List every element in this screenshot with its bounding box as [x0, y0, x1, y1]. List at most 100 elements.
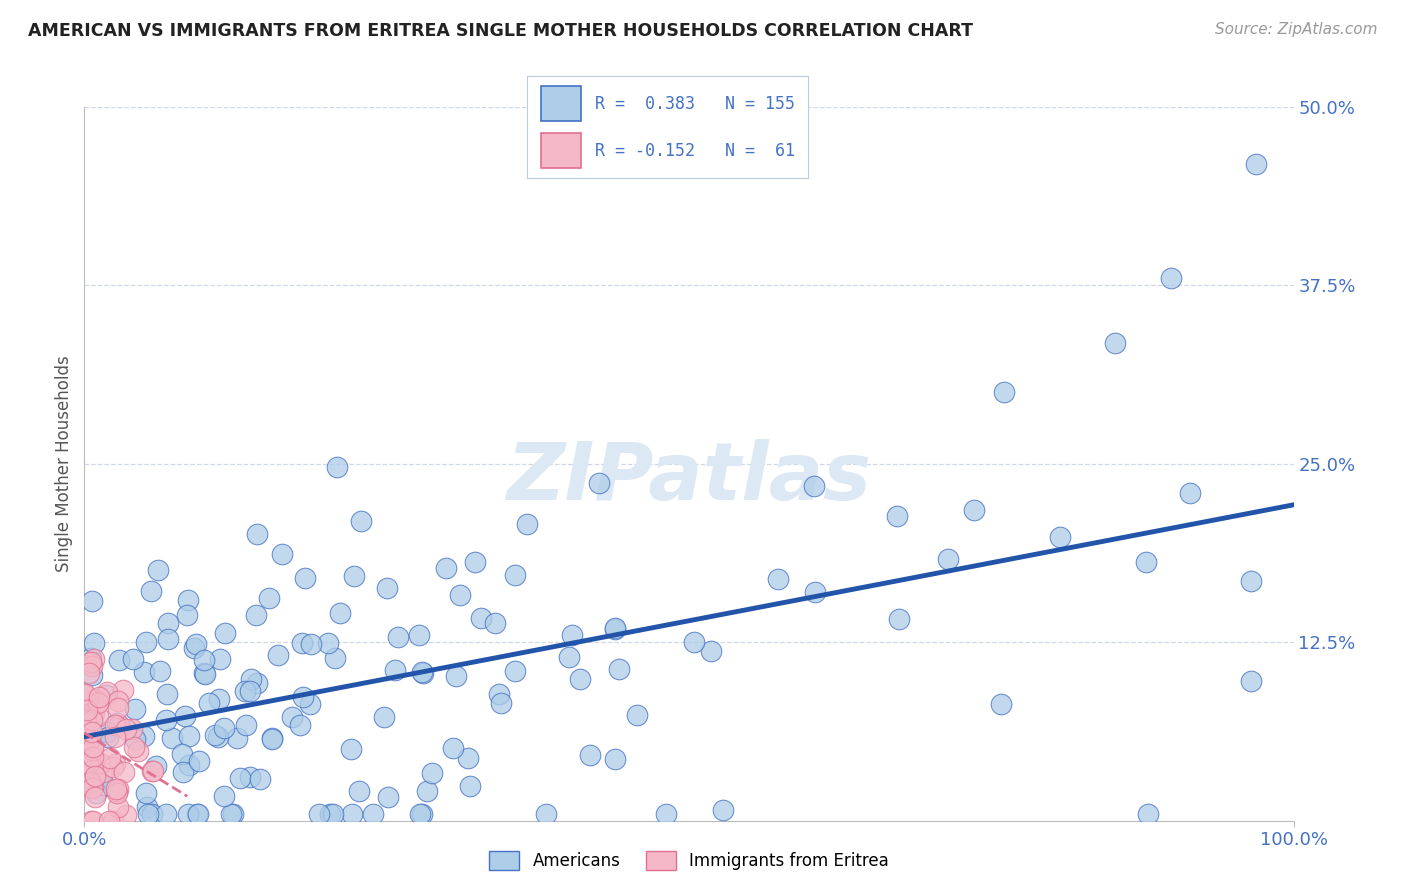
Point	[260, 731, 283, 745]
Point	[101, 814, 124, 828]
Point	[245, 607, 267, 622]
Point	[208, 691, 231, 706]
Point	[96, 685, 118, 699]
Point	[655, 806, 678, 821]
Point	[149, 665, 172, 679]
Point	[207, 730, 229, 744]
Point	[82, 750, 104, 764]
Point	[148, 563, 170, 577]
Point	[246, 676, 269, 690]
Point	[96, 725, 118, 739]
Point	[77, 692, 100, 706]
Point	[141, 806, 163, 821]
Point	[329, 606, 352, 620]
Point	[626, 707, 648, 722]
Point	[257, 591, 280, 605]
Point	[887, 612, 910, 626]
Point	[80, 725, 103, 739]
Point	[97, 730, 120, 744]
Point	[124, 732, 146, 747]
Point	[449, 588, 471, 602]
Point	[605, 621, 627, 635]
Text: ZIPatlas: ZIPatlas	[506, 439, 872, 517]
Point	[101, 760, 124, 774]
Point	[94, 688, 117, 702]
Point	[179, 758, 201, 772]
Point	[82, 814, 104, 828]
Point	[80, 814, 103, 828]
Point	[340, 806, 363, 821]
Point	[229, 771, 252, 785]
Point	[291, 636, 314, 650]
Point	[82, 743, 104, 757]
Point	[141, 584, 163, 599]
Point	[1104, 335, 1126, 350]
Point	[214, 625, 236, 640]
Point	[361, 806, 384, 821]
Point	[457, 751, 479, 765]
Point	[186, 806, 208, 821]
Point	[503, 665, 526, 679]
Text: R =  0.383   N = 155: R = 0.383 N = 155	[595, 95, 794, 112]
Point	[93, 778, 115, 792]
Point	[122, 740, 145, 755]
Point	[107, 782, 129, 797]
Point	[176, 592, 198, 607]
Point	[83, 652, 105, 666]
Point	[79, 775, 101, 789]
Point	[132, 729, 155, 743]
Point	[98, 814, 121, 828]
Point	[384, 664, 406, 678]
Text: Source: ZipAtlas.com: Source: ZipAtlas.com	[1215, 22, 1378, 37]
Point	[316, 636, 339, 650]
Point	[193, 666, 215, 681]
Point	[107, 718, 129, 732]
Point	[75, 727, 97, 741]
Point	[188, 754, 211, 768]
Point	[209, 651, 232, 665]
Point	[86, 786, 108, 800]
Point	[266, 648, 288, 662]
Point	[488, 687, 510, 701]
Point	[569, 672, 592, 686]
Point	[183, 640, 205, 655]
Point	[187, 806, 209, 821]
Point	[226, 731, 249, 746]
Point	[558, 650, 581, 665]
Point	[75, 732, 97, 747]
Point	[135, 635, 157, 649]
Point	[87, 771, 110, 785]
Point	[87, 695, 110, 709]
Point	[79, 733, 101, 747]
Point	[294, 571, 316, 585]
Point	[260, 731, 283, 746]
Point	[82, 593, 104, 607]
Point	[803, 479, 825, 493]
Point	[1244, 157, 1267, 171]
Point	[339, 741, 361, 756]
Point	[112, 764, 135, 779]
Point	[412, 665, 434, 680]
Point	[588, 476, 610, 491]
Point	[84, 790, 107, 805]
Point	[503, 568, 526, 582]
Point	[82, 658, 104, 673]
Point	[239, 684, 262, 698]
Point	[603, 622, 626, 636]
Point	[1240, 674, 1263, 689]
Point	[415, 783, 437, 797]
Point	[212, 789, 235, 803]
Point	[80, 655, 103, 669]
Point	[177, 729, 200, 743]
Point	[990, 698, 1012, 712]
Point	[82, 780, 104, 795]
Point	[141, 764, 163, 778]
Point	[93, 764, 115, 779]
Point	[198, 696, 221, 710]
Point	[82, 740, 104, 755]
Point	[115, 807, 138, 822]
Point	[233, 684, 256, 698]
Point	[79, 775, 101, 789]
Point	[79, 665, 101, 680]
FancyBboxPatch shape	[541, 133, 581, 168]
